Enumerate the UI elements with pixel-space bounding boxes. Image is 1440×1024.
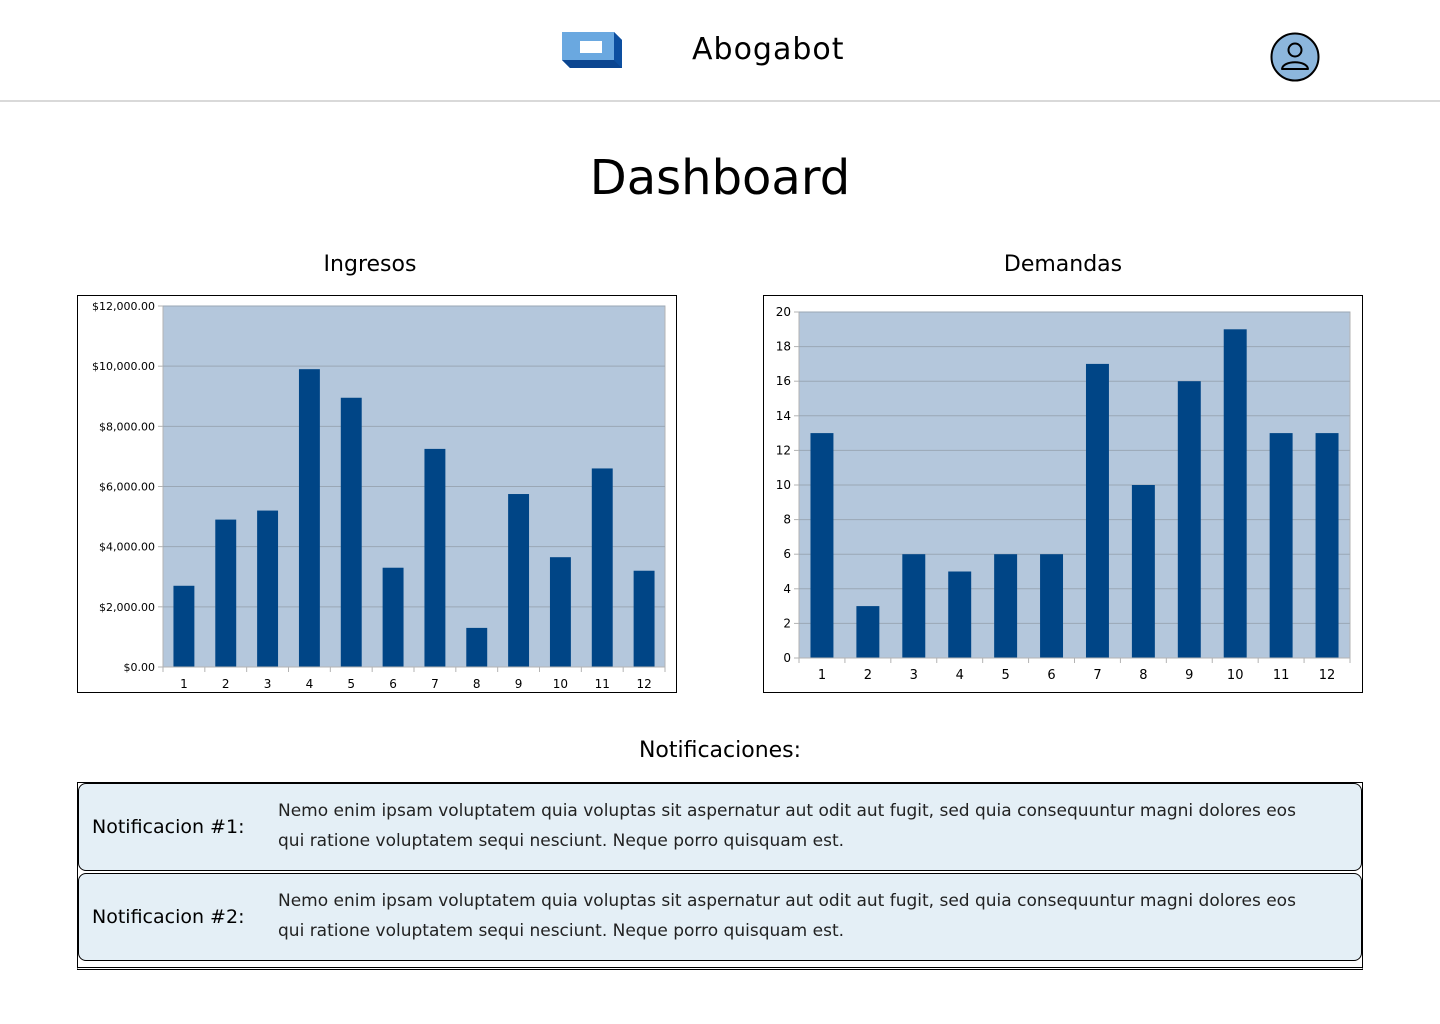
y-tick-label: $8,000.00: [99, 420, 155, 433]
x-tick-label: 8: [1139, 668, 1147, 683]
ingresos-chart: $0.00 $2,000.00 $4,000.00 $6,000.00 $8,000.0…: [77, 295, 677, 693]
demandas-title: Demandas: [763, 252, 1363, 277]
y-tick-label: $2,000.00: [99, 601, 155, 614]
notification-item[interactable]: Notificacion #2: Nemo enim ipsam volupta…: [78, 873, 1362, 961]
x-tick-label: 11: [1273, 668, 1290, 683]
x-tick-label: 6: [1047, 668, 1055, 683]
bar: [341, 398, 362, 667]
y-tick-label: 20: [776, 305, 791, 319]
cube-logo-icon: [562, 32, 622, 68]
x-tick-label: 9: [515, 677, 523, 691]
y-tick-label: 2: [783, 616, 791, 630]
bar: [1132, 485, 1155, 658]
bar: [257, 511, 278, 667]
notifications-list: Notificacion #1: Nemo enim ipsam volupta…: [77, 782, 1363, 970]
bar: [810, 433, 833, 658]
x-tick-label: 8: [473, 677, 481, 691]
bar: [902, 554, 925, 658]
bar: [299, 369, 320, 667]
brand-name: Abogabot: [692, 32, 845, 67]
y-tick-label: $12,000.00: [92, 300, 155, 313]
x-tick-label: 1: [180, 677, 188, 691]
y-tick-label: 12: [776, 443, 791, 457]
x-tick-label: 1: [818, 668, 826, 683]
page-title: Dashboard: [0, 150, 1440, 206]
bar: [215, 520, 236, 667]
x-tick-label: 9: [1185, 668, 1193, 683]
bar: [1316, 433, 1339, 658]
x-tick-label: 10: [553, 677, 568, 691]
profile-button[interactable]: [1270, 32, 1320, 82]
bar: [1086, 364, 1109, 658]
demandas-chart: 0 2 4 6 8 10 12 14 16 18 20 1 2 3 4 5 6 7 8 9 10 11 12: [763, 295, 1363, 693]
bar: [856, 606, 879, 658]
x-tick-label: 4: [956, 668, 964, 683]
y-tick-label: 0: [783, 651, 791, 665]
user-icon: [1270, 32, 1320, 82]
y-tick-label: 16: [776, 374, 791, 388]
bar: [383, 568, 404, 667]
y-tick-label: $4,000.00: [99, 541, 155, 554]
y-tick-label: $6,000.00: [99, 481, 155, 494]
notification-label: Notificacion #1:: [92, 816, 244, 838]
x-tick-label: 2: [222, 677, 230, 691]
ingresos-chart-svg: $0.00 $2,000.00 $4,000.00 $6,000.00 $8,000.0…: [78, 296, 676, 692]
y-tick-label: 18: [776, 340, 791, 354]
bar: [994, 554, 1017, 658]
bar: [1270, 433, 1293, 658]
bar: [1178, 381, 1201, 658]
y-tick-label: $0.00: [124, 661, 156, 674]
ingresos-title: Ingresos: [77, 252, 663, 277]
notifications-title: Notificaciones:: [0, 738, 1440, 763]
x-tick-label: 10: [1227, 668, 1244, 683]
y-tick-label: 4: [783, 582, 791, 596]
x-tick-label: 3: [910, 668, 918, 683]
x-tick-label: 6: [389, 677, 397, 691]
x-tick-label: 5: [1001, 668, 1009, 683]
bar: [592, 468, 613, 667]
notification-label: Notificacion #2:: [92, 906, 244, 928]
x-tick-label: 3: [264, 677, 272, 691]
x-tick-label: 5: [347, 677, 355, 691]
bar: [550, 557, 571, 667]
bar: [508, 494, 529, 667]
y-tick-label: 14: [776, 409, 791, 423]
x-tick-label: 2: [864, 668, 872, 683]
x-tick-label: 12: [636, 677, 651, 691]
x-tick-label: 4: [306, 677, 314, 691]
x-tick-label: 12: [1319, 668, 1336, 683]
y-tick-label: 8: [783, 513, 791, 527]
bar: [173, 586, 194, 667]
notification-item[interactable]: Notificacion #1: Nemo enim ipsam volupta…: [78, 783, 1362, 871]
bar: [948, 572, 971, 659]
y-tick-label: $10,000.00: [92, 360, 155, 373]
bar: [1040, 554, 1063, 658]
notification-text: Nemo enim ipsam voluptatem quia voluptas…: [278, 796, 1318, 856]
y-tick-label: 10: [776, 478, 791, 492]
bar: [634, 571, 655, 667]
top-header: Abogabot: [0, 0, 1440, 102]
bar: [424, 449, 445, 667]
x-tick-label: 7: [431, 677, 439, 691]
x-tick-label: 11: [595, 677, 610, 691]
bar: [466, 628, 487, 667]
x-tick-label: 7: [1093, 668, 1101, 683]
y-tick-label: 6: [783, 547, 791, 561]
bar: [1224, 329, 1247, 658]
notification-text: Nemo enim ipsam voluptatem quia voluptas…: [278, 886, 1318, 946]
